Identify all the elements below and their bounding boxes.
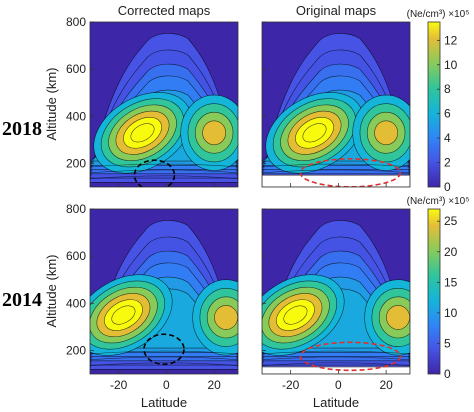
y-tick-label: 600 [66, 62, 86, 76]
colorbar-tick-label: 6 [444, 107, 451, 121]
colorbar-label: (Ne/cm³) ×10⁵ [407, 9, 470, 20]
panel-corrected-2018 [90, 22, 238, 187]
contour-line [90, 169, 238, 174]
contour-line [262, 350, 410, 355]
x-tick-label: 0 [335, 378, 342, 392]
colorbar-tick-label: 10 [444, 58, 458, 72]
contour-peak-level [283, 305, 308, 325]
colorbar-tick-label: 2 [444, 156, 451, 170]
panel-frame [89, 208, 239, 375]
colorbar [427, 21, 441, 188]
x-axis-label-left: Latitude [141, 395, 187, 410]
contour-line [90, 356, 238, 361]
contour-line [90, 163, 238, 168]
contour-line [262, 362, 410, 367]
y-tick-label: 200 [66, 156, 86, 170]
colorbar-tick-label: 12 [444, 33, 458, 47]
contour-peak-level [374, 120, 399, 146]
contour-peak-level [302, 123, 327, 143]
colorbar-tick-label: 0 [444, 367, 451, 381]
highlight-marker [299, 158, 402, 187]
x-axis-label-right: Latitude [313, 395, 359, 410]
colorbar-tick-label: 20 [444, 245, 458, 259]
panel-frame [261, 208, 411, 375]
panel-frame [89, 21, 239, 188]
col-title-corrected: Corrected maps [118, 3, 211, 18]
colorbar-tick-label: 0 [444, 180, 451, 194]
missing-data-region [262, 174, 410, 187]
colorbar-tick-label: 10 [444, 306, 458, 320]
contour-peak-level [386, 305, 410, 330]
y-tick-label: 400 [66, 296, 86, 310]
colorbar-label: (Ne/cm³) ×10⁵ [407, 196, 470, 207]
contour-line [90, 362, 238, 367]
y-tick-label: 800 [66, 202, 86, 216]
highlight-marker [133, 159, 176, 187]
col-title-original: Original maps [296, 3, 377, 18]
y-axis-label-bottom: Altitude (km) [44, 255, 59, 328]
x-tick-label: -20 [282, 378, 300, 392]
highlight-marker [143, 333, 185, 366]
contour-line [262, 163, 410, 168]
x-tick-label: -20 [110, 378, 128, 392]
contour-line [90, 175, 238, 180]
x-tick-label: 20 [207, 378, 221, 392]
panel-frame [261, 21, 411, 188]
axes-layer: 200 400 600 800 200 400 600 800 -20 0 20 -20 0 20 [66, 15, 411, 392]
panel-original-2014 [262, 209, 410, 374]
colorbar-tick-label: 4 [444, 131, 451, 145]
contour-peak-level [130, 123, 155, 143]
contour-line [90, 350, 238, 355]
y-tick-label: 400 [66, 109, 86, 123]
highlight-marker [299, 341, 402, 372]
contour-peak-level [214, 305, 238, 330]
row-label-2014: 2014 [2, 289, 42, 311]
x-tick-label: 20 [379, 378, 393, 392]
contour-peak-level [202, 120, 227, 146]
colorbar-tick-label: 8 [444, 82, 451, 96]
y-tick-label: 200 [66, 343, 86, 357]
y-axis-label-top: Altitude (km) [44, 68, 59, 141]
contour-peak-level [111, 305, 136, 325]
colorbar [427, 208, 441, 375]
contour-line [262, 356, 410, 361]
y-tick-label: 800 [66, 15, 86, 29]
y-tick-label: 600 [66, 249, 86, 263]
colorbar-tick-label: 15 [444, 275, 458, 289]
x-tick-label: 0 [163, 378, 170, 392]
contour-line [262, 169, 410, 174]
colorbar-tick-label: 5 [444, 336, 451, 350]
panel-original-2018 [262, 22, 410, 187]
colorbar-tick-label: 25 [444, 214, 458, 228]
row-label-2018: 2018 [2, 118, 42, 140]
colorbars-layer: (Ne/cm³) ×10⁵ 0 2 4 6 8 10 12 (Ne/cm³) ×10⁵ 0 5 10 1… [407, 9, 470, 381]
